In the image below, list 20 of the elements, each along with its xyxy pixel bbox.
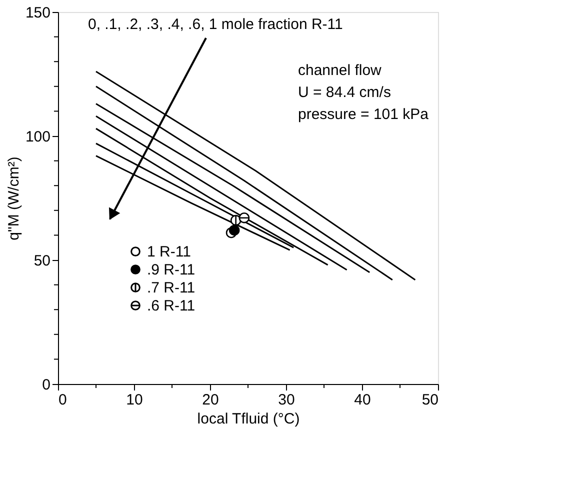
y-tick-label: 150 bbox=[25, 4, 50, 22]
annotation: pressure = 101 kPa bbox=[298, 106, 430, 123]
annotation: U = 84.4 cm/s bbox=[298, 84, 391, 101]
annotation: channel flow bbox=[298, 62, 382, 79]
y-tick-label: 50 bbox=[34, 252, 50, 270]
x-tick-label: 50 bbox=[422, 392, 438, 408]
x-tick-label: 30 bbox=[278, 392, 295, 408]
x-tick-label: 20 bbox=[202, 392, 219, 408]
x-axis-title: local Tfluid (°C) bbox=[197, 410, 300, 428]
legend-label: .6 R-11 bbox=[147, 298, 196, 314]
legend-label: 1 R-11 bbox=[147, 244, 191, 260]
x-tick-label: 0 bbox=[58, 392, 67, 408]
legend-label: .7 R-11 bbox=[147, 280, 196, 296]
legend-label: .9 R-11 bbox=[147, 262, 196, 278]
y-tick-label: 100 bbox=[25, 128, 50, 146]
y-tick-label: 0 bbox=[42, 376, 50, 394]
y-axis-title: q"M (W/cm²) bbox=[5, 156, 22, 240]
x-tick-label: 10 bbox=[126, 392, 143, 408]
x-tick-label: 40 bbox=[354, 392, 371, 408]
annotation: 0, .1, .2, .3, .4, .6, 1 mole fraction R-11 bbox=[88, 16, 343, 33]
